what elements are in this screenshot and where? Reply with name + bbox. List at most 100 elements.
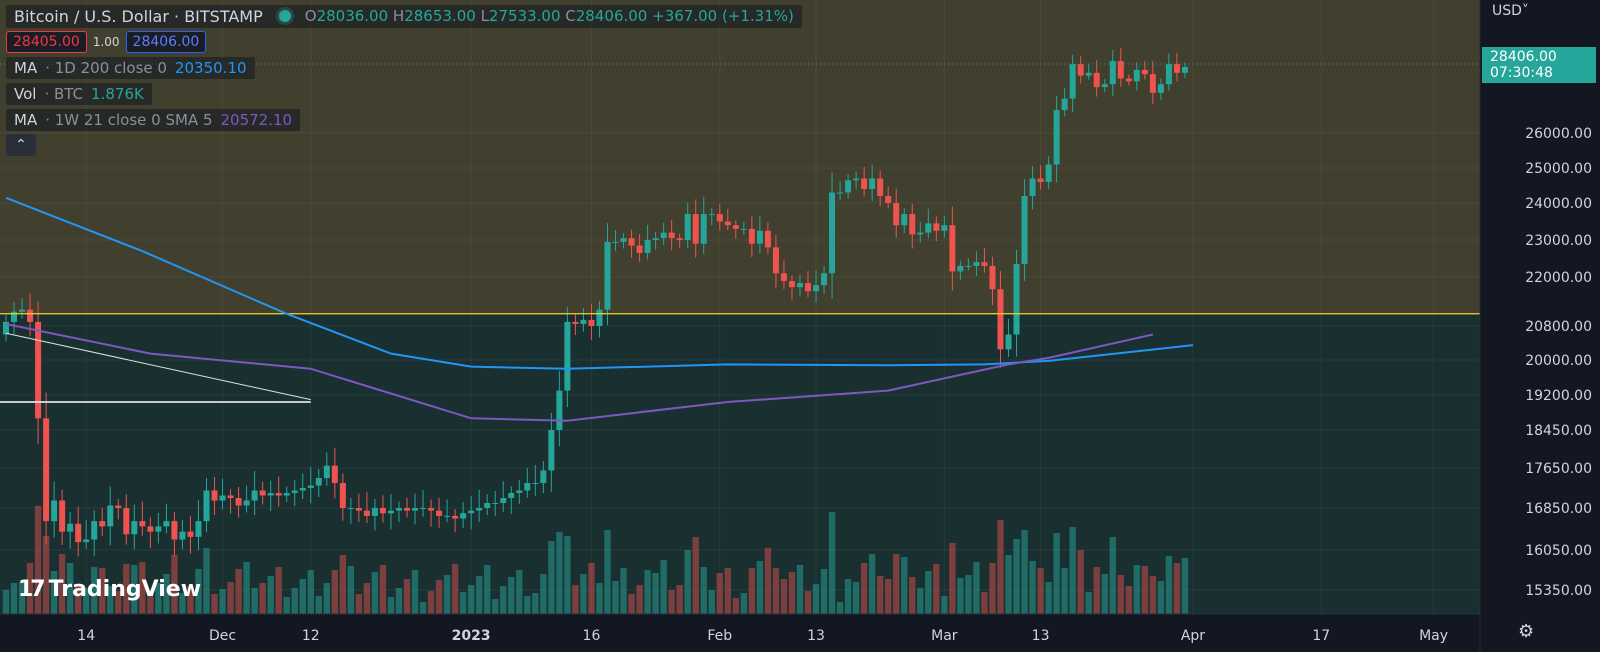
volume-bar xyxy=(885,579,892,614)
candle-body xyxy=(275,493,282,496)
volume-bar xyxy=(411,570,419,614)
candle-body xyxy=(740,228,747,230)
price-tick-label: 18450.00 xyxy=(1525,423,1592,439)
symbol-header[interactable]: Bitcoin / U.S. Dollar · BITSTAMP O28036.… xyxy=(6,4,802,28)
candle-body xyxy=(155,526,162,532)
candle-body xyxy=(1117,61,1124,79)
sell-price-button[interactable]: 28405.00 xyxy=(6,31,87,53)
volume-bar xyxy=(508,577,515,614)
volume-bar xyxy=(1181,558,1189,614)
volume-bar xyxy=(291,588,298,614)
volume-bar xyxy=(323,583,330,614)
volume-bar xyxy=(893,554,900,614)
volume-bar xyxy=(1109,537,1116,614)
volume-bar xyxy=(379,565,387,614)
candle-body xyxy=(412,508,419,511)
candle-body xyxy=(925,223,932,233)
settings-icon[interactable]: ⚙ xyxy=(1518,621,1535,642)
volume-bar xyxy=(532,593,539,614)
indicator-ma-200[interactable]: MA · 1D 200 close 0 20350.10 xyxy=(6,57,255,79)
candle-body xyxy=(973,262,980,266)
volume-bar xyxy=(147,592,154,614)
volume-bar xyxy=(18,582,26,614)
volume-bars xyxy=(2,506,1189,614)
candle-body xyxy=(107,505,114,527)
candle-body xyxy=(387,510,394,514)
time-tick-label: 13 xyxy=(1032,628,1050,644)
candle-body xyxy=(716,214,723,222)
collapse-legend-button[interactable]: ⌃ xyxy=(6,134,36,156)
volume-bar xyxy=(724,568,731,614)
symbol-name[interactable]: Bitcoin / U.S. Dollar · BITSTAMP xyxy=(14,6,263,26)
candle-body xyxy=(997,289,1004,350)
volume-bar xyxy=(1149,576,1157,614)
volume-bar xyxy=(1021,530,1028,614)
candle-body xyxy=(909,214,916,235)
candle-body xyxy=(1045,164,1052,182)
volume-bar xyxy=(941,596,948,614)
volume-bar xyxy=(403,579,411,614)
volume-bar xyxy=(131,565,138,614)
volume-bar xyxy=(259,583,266,614)
volume-bar xyxy=(1077,550,1084,614)
volume-bar xyxy=(50,571,58,614)
volume-bar xyxy=(604,530,611,614)
candle-body xyxy=(588,319,595,326)
candle-body xyxy=(267,493,274,496)
volume-bar xyxy=(1085,592,1092,614)
volume-bar xyxy=(636,585,643,614)
time-axis xyxy=(0,614,1480,652)
time-tick-label: 17 xyxy=(1312,628,1330,644)
candle-body xyxy=(19,309,26,312)
volume-bar xyxy=(660,560,667,614)
candles xyxy=(3,48,1188,557)
volume-bar xyxy=(556,532,563,614)
candle-body xyxy=(780,273,787,282)
volume-bar xyxy=(315,596,322,614)
indicator-volume[interactable]: Vol · BTC 1.876K xyxy=(6,83,152,105)
tradingview-logo-icon: 17 xyxy=(18,577,46,602)
currency-selector[interactable]: USD˅ xyxy=(1492,3,1529,19)
candle-body xyxy=(27,309,34,322)
volume-bar xyxy=(2,590,10,614)
price-tick-label: 17650.00 xyxy=(1525,461,1592,477)
candle-body xyxy=(123,508,130,535)
candle-body xyxy=(331,465,338,483)
indicator-ma-21w[interactable]: MA · 1W 21 close 0 SMA 5 20572.10 xyxy=(6,109,301,131)
candle-body xyxy=(1173,64,1180,73)
candle-body xyxy=(339,483,346,508)
candle-body xyxy=(548,430,555,471)
bid-ask[interactable]: 28405.00 1.00 28406.00 xyxy=(6,31,207,53)
volume-bar xyxy=(748,568,756,614)
volume-bar xyxy=(564,536,571,614)
candle-body xyxy=(668,232,675,239)
candle-body xyxy=(508,493,515,498)
volume-bar xyxy=(395,588,403,614)
candle-body xyxy=(885,196,892,203)
candle-body xyxy=(436,510,443,516)
volume-bar xyxy=(652,573,659,614)
volume-bar xyxy=(756,561,764,614)
buy-price-button[interactable]: 28406.00 xyxy=(125,31,207,53)
candle-body xyxy=(460,513,467,519)
candle-body xyxy=(315,478,322,486)
indicator-lines xyxy=(0,63,1480,422)
indicator-value: 20572.10 xyxy=(220,111,293,129)
candle-body xyxy=(1061,98,1068,111)
tradingview-logo[interactable]: 17 TradingView xyxy=(18,577,201,602)
volume-bar xyxy=(1069,527,1076,614)
volume-bar xyxy=(1117,575,1124,614)
candle-body xyxy=(917,232,924,235)
candle-body xyxy=(219,495,226,501)
candle-body xyxy=(291,490,298,493)
volume-bar xyxy=(363,583,371,614)
volume-bar xyxy=(516,570,523,614)
candle-body xyxy=(428,508,435,511)
volume-bar xyxy=(66,563,74,614)
candle-body xyxy=(700,214,707,244)
volume-bar xyxy=(299,579,306,614)
volume-bar xyxy=(1165,556,1173,614)
candle-body xyxy=(243,500,250,506)
volume-bar xyxy=(644,570,651,614)
